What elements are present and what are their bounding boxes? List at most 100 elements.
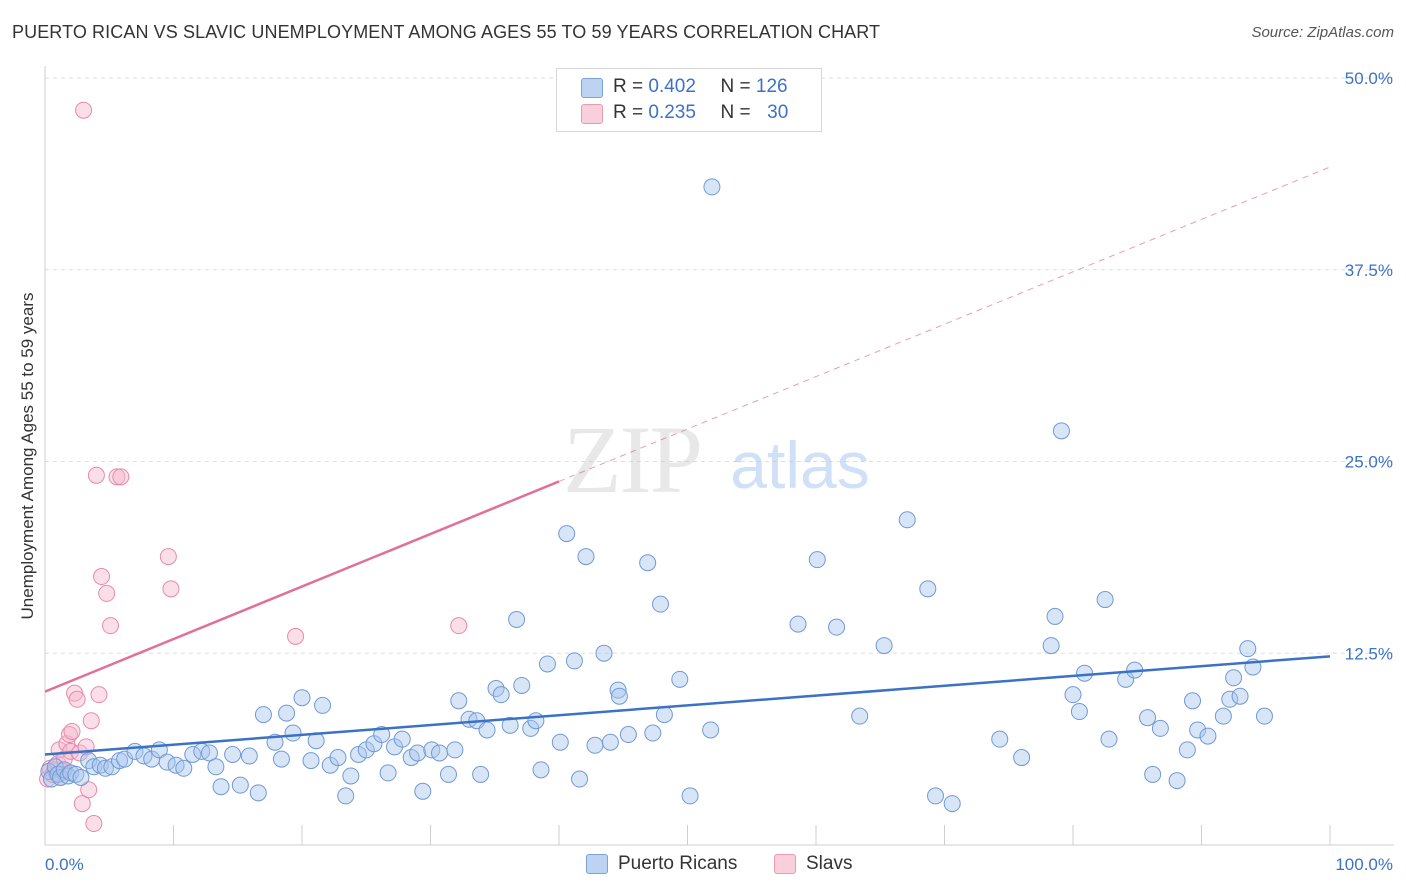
puerto-ricans-point <box>379 764 397 782</box>
puerto-ricans-point <box>314 696 332 714</box>
puerto-ricans-point <box>293 689 311 707</box>
slavs-point <box>75 101 93 119</box>
puerto-ricans-point <box>828 618 846 636</box>
slavs-point <box>87 466 105 484</box>
slavs-point <box>450 617 468 635</box>
puerto-ricans-point <box>1184 692 1202 710</box>
puerto-ricans-point <box>158 753 176 771</box>
puerto-ricans-point <box>919 580 937 598</box>
puerto-ricans-point <box>601 733 619 751</box>
puerto-ricans-point <box>231 776 249 794</box>
puerto-ricans-point <box>1151 719 1169 737</box>
puerto-ricans-point <box>1199 727 1217 745</box>
legend-r-label: R = <box>613 76 644 97</box>
puerto-ricans-trend-line <box>44 655 1331 756</box>
puerto-ricans-point <box>67 765 85 783</box>
legend-n-value-pink: 30 <box>767 102 789 123</box>
puerto-ricans-point <box>538 655 556 673</box>
bottom-legend-label-pink: Slavs <box>806 853 853 874</box>
puerto-ricans-point <box>240 747 258 765</box>
puerto-ricans-point <box>527 712 545 730</box>
slavs-point <box>90 686 108 704</box>
puerto-ricans-point <box>329 749 347 767</box>
x-tick-label: 100.0% <box>1335 855 1393 874</box>
puerto-ricans-point <box>898 511 916 529</box>
slavs-point <box>112 468 130 486</box>
legend-swatch-blue <box>581 78 603 98</box>
puerto-ricans-point <box>619 726 637 744</box>
puerto-ricans-point <box>373 726 391 744</box>
puerto-ricans-point <box>492 686 510 704</box>
puerto-ricans-point <box>1013 749 1031 767</box>
puerto-ricans-point <box>302 752 320 770</box>
puerto-ricans-point <box>851 707 869 725</box>
puerto-ricans-point <box>409 744 427 762</box>
puerto-ricans-point <box>1255 707 1273 725</box>
puerto-ricans-point <box>702 721 720 739</box>
slavs-trend-extension <box>558 166 1331 482</box>
puerto-ricans-point <box>446 741 464 759</box>
puerto-ricans-point <box>703 178 721 196</box>
source-credit: Source: ZipAtlas.com <box>1251 24 1394 41</box>
puerto-ricans-point <box>175 759 193 777</box>
puerto-ricans-point <box>472 765 490 783</box>
puerto-ricans-point <box>1178 741 1196 759</box>
trend-lines <box>44 166 1331 756</box>
puerto-ricans-point <box>272 750 290 768</box>
legend-n-value-blue: 126 <box>755 76 788 97</box>
watermark-zip: ZIP <box>563 406 701 513</box>
grid-lines <box>45 77 1394 654</box>
puerto-ricans-point <box>1225 669 1243 687</box>
puerto-ricans-point <box>610 687 628 705</box>
puerto-ricans-point <box>652 595 670 613</box>
puerto-ricans-point <box>254 706 272 724</box>
slavs-point <box>80 781 98 799</box>
puerto-ricans-points <box>40 110 1273 813</box>
puerto-ricans-point <box>565 652 583 670</box>
bottom-legend-swatch-blue <box>586 854 608 874</box>
bottom-legend-label-blue: Puerto Ricans <box>618 853 738 874</box>
slavs-point <box>287 627 305 645</box>
puerto-ricans-point <box>1231 687 1249 705</box>
puerto-ricans-point <box>609 681 627 699</box>
puerto-ricans-point <box>96 759 114 777</box>
slavs-point <box>162 580 180 598</box>
puerto-ricans-point <box>1214 707 1232 725</box>
axes <box>44 66 1394 846</box>
puerto-ricans-point <box>284 724 302 742</box>
puerto-ricans-point <box>1139 709 1157 727</box>
slavs-point <box>93 568 111 586</box>
puerto-ricans-point <box>1239 640 1257 658</box>
puerto-ricans-point <box>1221 690 1239 708</box>
puerto-ricans-point <box>478 721 496 739</box>
puerto-ricans-point <box>558 525 576 543</box>
puerto-ricans-point <box>927 787 945 805</box>
puerto-ricans-point <box>513 676 531 694</box>
puerto-ricans-point <box>1096 591 1114 609</box>
puerto-ricans-point <box>72 769 90 787</box>
y-tick-label: 50.0% <box>1345 69 1393 88</box>
puerto-ricans-point <box>278 704 296 722</box>
puerto-ricans-point <box>212 778 230 796</box>
puerto-ricans-point <box>1189 721 1207 739</box>
slavs-point <box>85 815 103 833</box>
puerto-ricans-point <box>337 787 355 805</box>
puerto-ricans-point <box>577 548 595 566</box>
slavs-point <box>73 795 91 813</box>
puerto-ricans-point <box>1064 686 1082 704</box>
puerto-ricans-point <box>1168 772 1186 790</box>
legend-box: R = 0.402 N = 126 R = 0.235 N = 30 <box>556 68 822 132</box>
puerto-ricans-point <box>551 733 569 751</box>
y-tick-label: 37.5% <box>1345 261 1393 280</box>
legend-r-value-blue: 0.402 <box>648 76 696 97</box>
puerto-ricans-point <box>595 644 613 662</box>
slavs-point <box>159 548 177 566</box>
legend-n-label: N = <box>720 76 751 97</box>
puerto-ricans-point <box>991 730 1009 748</box>
legend-n-label: N = <box>720 102 751 123</box>
puerto-ricans-point <box>224 745 242 763</box>
puerto-ricans-point <box>655 706 673 724</box>
tick-labels: 12.5% 25.0% 37.5% 50.0% 0.0% 100.0% <box>45 69 1393 874</box>
puerto-ricans-point <box>450 692 468 710</box>
